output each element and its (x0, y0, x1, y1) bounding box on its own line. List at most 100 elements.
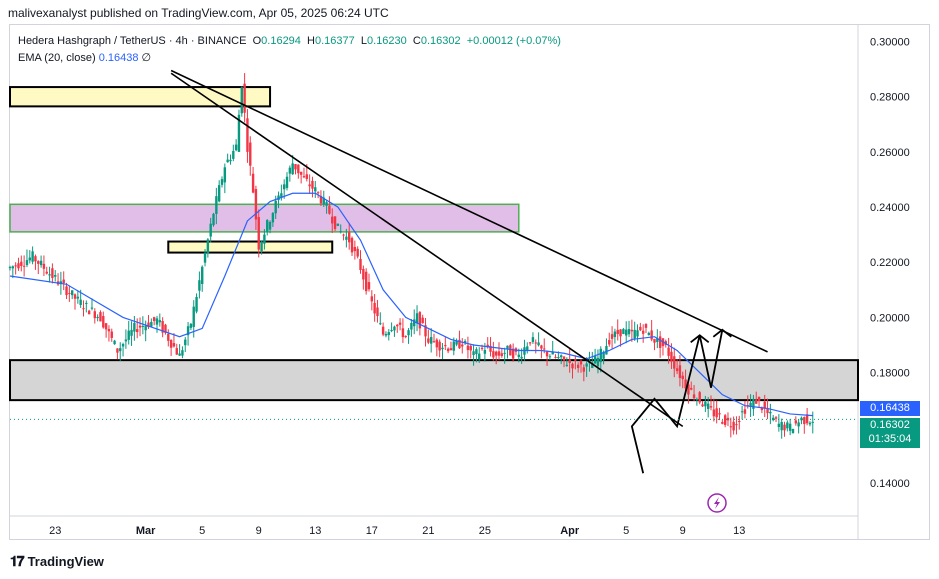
close-label: C (412, 35, 421, 47)
lower-trendline (170, 72, 684, 428)
candle-body (438, 341, 441, 351)
candle-body (54, 275, 57, 277)
y-tick-label: 0.14000 (870, 478, 910, 490)
candle-body (675, 368, 679, 372)
candle-body (743, 409, 747, 414)
candle-body (571, 363, 574, 369)
candle-body (692, 394, 696, 399)
candle-body (791, 429, 795, 434)
candle-body (257, 217, 260, 250)
candle-body (537, 342, 540, 346)
candle-body (752, 398, 755, 409)
candle-body (582, 367, 586, 372)
candle-body (687, 384, 690, 395)
candle-body (413, 319, 416, 327)
candle-body (808, 422, 812, 425)
candle-body (684, 379, 687, 389)
candle-body (322, 197, 325, 205)
candle-body (641, 330, 645, 334)
gray-zone (9, 359, 859, 402)
candle-body (285, 176, 289, 188)
candle-body (158, 320, 162, 323)
candle-body (48, 274, 51, 276)
candle-body (636, 330, 639, 337)
candle-body (633, 329, 636, 339)
candle-body (407, 330, 410, 336)
candle-body (141, 325, 145, 327)
projection-arrow-head (690, 334, 710, 344)
candle-body (721, 422, 724, 424)
candle-body (534, 342, 537, 344)
candle-body (478, 353, 481, 360)
candle-body (263, 234, 266, 244)
candle-body (39, 260, 43, 266)
candle-body (509, 345, 512, 356)
candle-body (192, 306, 195, 327)
candle-body (203, 252, 207, 263)
candle-body (387, 332, 390, 336)
candle-body (772, 417, 775, 421)
footer-brand[interactable]: 𝟏𝟕 TradingView (10, 553, 104, 570)
candle-body (359, 258, 362, 270)
candle-body (432, 341, 436, 343)
candle-body (489, 345, 492, 352)
candle-body (506, 345, 509, 350)
candle-body (20, 261, 23, 266)
ema-price-tag: 0.16438 (860, 401, 920, 416)
candle-body (215, 196, 218, 214)
candle-body (319, 195, 323, 204)
candle-body (167, 333, 170, 341)
candle-body (625, 329, 628, 336)
candle-body (331, 216, 334, 224)
symbol-title[interactable]: Hedera Hashgraph / TetherUS · 4h · BINAN… (18, 35, 247, 47)
x-tick-label: 25 (479, 525, 491, 537)
candle-body (695, 399, 699, 401)
y-tick-label: 0.20000 (870, 312, 910, 324)
candle-body (85, 302, 88, 304)
upper-trendline (170, 69, 768, 353)
candle-body (760, 407, 764, 411)
candle-body (424, 325, 427, 337)
candle-body (545, 351, 549, 357)
candle-body (557, 357, 560, 359)
candle-body (656, 338, 659, 342)
candle-body (647, 332, 651, 335)
candle-body (740, 411, 744, 413)
candle-body (110, 331, 113, 338)
candle-body (421, 317, 424, 324)
candle-body (548, 356, 552, 358)
candle-body (102, 316, 105, 328)
candle-body (282, 184, 286, 190)
candle-body (803, 417, 806, 425)
open-label: O (252, 35, 262, 47)
candle-body (266, 220, 269, 232)
candle-body (441, 347, 444, 350)
candle-body (800, 417, 803, 421)
x-tick-label: 9 (680, 525, 686, 537)
candle-body (650, 330, 653, 340)
candle-body (678, 365, 682, 378)
candle-body (127, 330, 130, 340)
candle-body (226, 159, 229, 163)
candle-body (670, 351, 673, 362)
candle-body (706, 403, 710, 409)
candle-body (763, 401, 766, 409)
candle-body (336, 223, 340, 226)
tradingview-logo-icon: 𝟏𝟕 (10, 553, 25, 569)
candle-body (794, 420, 798, 424)
candle-body (576, 364, 580, 368)
candle-body (99, 312, 102, 322)
candle-body (45, 271, 48, 274)
ema-label[interactable]: EMA (20, close) (18, 52, 96, 64)
candle-body (503, 352, 506, 354)
candle-body (152, 317, 156, 322)
candle-body (280, 193, 283, 198)
candle-body (418, 312, 422, 329)
candle-body (299, 171, 303, 175)
x-tick-label: 13 (733, 525, 745, 537)
candle-body (11, 266, 15, 269)
low-label: L (360, 35, 368, 47)
candle-body (574, 359, 577, 361)
candle-body (483, 349, 487, 354)
